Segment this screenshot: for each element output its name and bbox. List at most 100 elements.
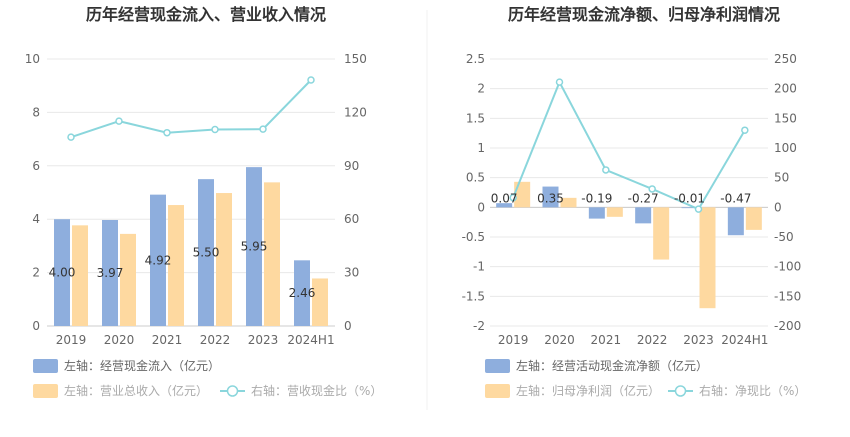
chart-panel-2: 历年经营现金流净额、归母净利润情况 -2 -1.5 -1 -0.5 0 0.5 1 1.5 2 2.… — [462, 5, 806, 398]
line-point — [163, 128, 171, 137]
data-label: 0.07 — [491, 191, 518, 205]
data-label: 3.97 — [97, 266, 124, 280]
bar-secondary — [699, 207, 716, 309]
right-axis-tick: -150 — [774, 289, 801, 303]
chart-title: 历年经营现金流入、营业收入情况 — [86, 5, 326, 24]
legend-swatch — [33, 384, 58, 398]
data-label: -0.27 — [628, 191, 659, 205]
x-axis-tick: 2019 — [498, 333, 529, 347]
right-axis-tick: 250 — [774, 52, 797, 66]
legend-label: 右轴：净现比（%） — [699, 383, 806, 398]
bar-secondary — [120, 233, 136, 326]
bar-secondary — [216, 193, 232, 326]
legend-item: 左轴：经营活动现金流净额（亿元） — [485, 358, 708, 373]
bar-primary — [727, 207, 744, 236]
bar-primary — [588, 207, 605, 219]
legend-item: 左轴：营业总收入（亿元） — [33, 383, 208, 398]
bar-secondary — [653, 207, 670, 260]
left-axis-tick: 2.5 — [466, 52, 485, 66]
line-series — [512, 79, 746, 211]
right-axis-tick: 50 — [774, 171, 789, 185]
left-axis-tick: 6 — [32, 159, 40, 173]
x-axis-tick: 2019 — [56, 333, 87, 347]
legend-swatch — [485, 359, 510, 373]
line-point — [115, 117, 123, 125]
right-axis-tick: -200 — [774, 319, 801, 333]
x-axis-tick: 2023 — [683, 333, 714, 347]
legend-swatch — [485, 384, 510, 398]
line-point — [602, 166, 610, 174]
bar-primary — [54, 219, 70, 326]
right-axis-tick: 120 — [344, 105, 367, 119]
legend-item: 右轴：净现比（%） — [668, 383, 806, 398]
x-axis-tick: 2022 — [200, 333, 231, 347]
bar-secondary — [514, 181, 531, 208]
bar-primary — [102, 220, 118, 326]
line-point — [509, 193, 517, 202]
bar-primary — [635, 207, 652, 224]
legend-item: 左轴：经营现金流入（亿元） — [33, 358, 220, 373]
right-axis-tick: 0 — [344, 319, 352, 333]
line-point — [259, 125, 267, 133]
bar-primary — [246, 167, 262, 326]
legend-item: 左轴：归母净利润（亿元） — [485, 383, 660, 398]
left-axis-tick: 8 — [32, 105, 40, 119]
left-axis-tick: 4 — [32, 212, 40, 226]
bar-secondary — [168, 205, 184, 326]
right-axis-tick: 100 — [774, 141, 797, 155]
x-axis-tick: 2024H1 — [721, 333, 768, 347]
left-axis-tick: -1.5 — [462, 289, 485, 303]
data-label: 4.92 — [145, 253, 172, 267]
bar-secondary — [72, 225, 88, 326]
legend-swatch-point — [674, 385, 687, 397]
right-axis-tick: 30 — [344, 266, 359, 280]
legend-label: 右轴：营收现金比（%） — [251, 383, 382, 398]
line-point — [211, 125, 219, 134]
legend-swatch-point — [226, 385, 239, 397]
x-axis-tick: 2021 — [152, 333, 183, 347]
bar-secondary — [264, 182, 280, 326]
bar-primary — [681, 207, 698, 209]
left-axis-tick: -1 — [473, 260, 485, 274]
left-axis-tick: 0 — [477, 200, 485, 214]
bar-primary — [198, 179, 214, 326]
right-axis-tick: 90 — [344, 159, 359, 173]
x-axis-tick: 2022 — [637, 333, 668, 347]
data-label: -0.19 — [581, 191, 612, 205]
x-axis-tick: 2020 — [544, 333, 575, 347]
line-point — [67, 133, 75, 141]
data-label: 2.46 — [289, 286, 316, 300]
data-label: -0.47 — [720, 191, 751, 205]
legend-label: 左轴：归母净利润（亿元） — [516, 383, 660, 398]
x-axis-tick: 2023 — [248, 333, 279, 347]
legend-item: 右轴：营收现金比（%） — [220, 383, 382, 398]
right-axis-tick: -50 — [774, 230, 794, 244]
line-point — [307, 76, 315, 84]
x-axis-tick: 2024H1 — [287, 333, 334, 347]
left-axis-tick: -0.5 — [462, 230, 485, 244]
data-label: 5.95 — [241, 240, 268, 254]
bar-primary — [542, 186, 559, 208]
bar-secondary — [312, 278, 328, 326]
left-axis-tick: 10 — [25, 52, 40, 66]
bar-secondary — [560, 197, 577, 208]
bar-secondary — [606, 207, 623, 217]
left-axis-tick: 1.5 — [466, 111, 485, 125]
line-series — [70, 79, 312, 139]
right-axis-tick: 150 — [774, 111, 797, 125]
legend-label: 左轴：营业总收入（亿元） — [64, 383, 208, 398]
data-label: -0.01 — [674, 191, 705, 205]
right-axis-tick: 150 — [344, 52, 367, 66]
bar-secondary — [745, 207, 762, 230]
left-axis-tick: 1 — [477, 141, 485, 155]
line-point — [741, 126, 749, 134]
line-point — [648, 185, 656, 193]
legend-swatch — [33, 359, 58, 373]
x-axis-tick: 2021 — [591, 333, 622, 347]
left-axis-tick: 0 — [32, 319, 40, 333]
right-axis-tick: 0 — [774, 200, 782, 214]
chart-title: 历年经营现金流净额、归母净利润情况 — [508, 5, 780, 24]
legend-label: 左轴：经营现金流入（亿元） — [64, 358, 220, 373]
legend-label: 左轴：经营活动现金流净额（亿元） — [516, 358, 708, 373]
